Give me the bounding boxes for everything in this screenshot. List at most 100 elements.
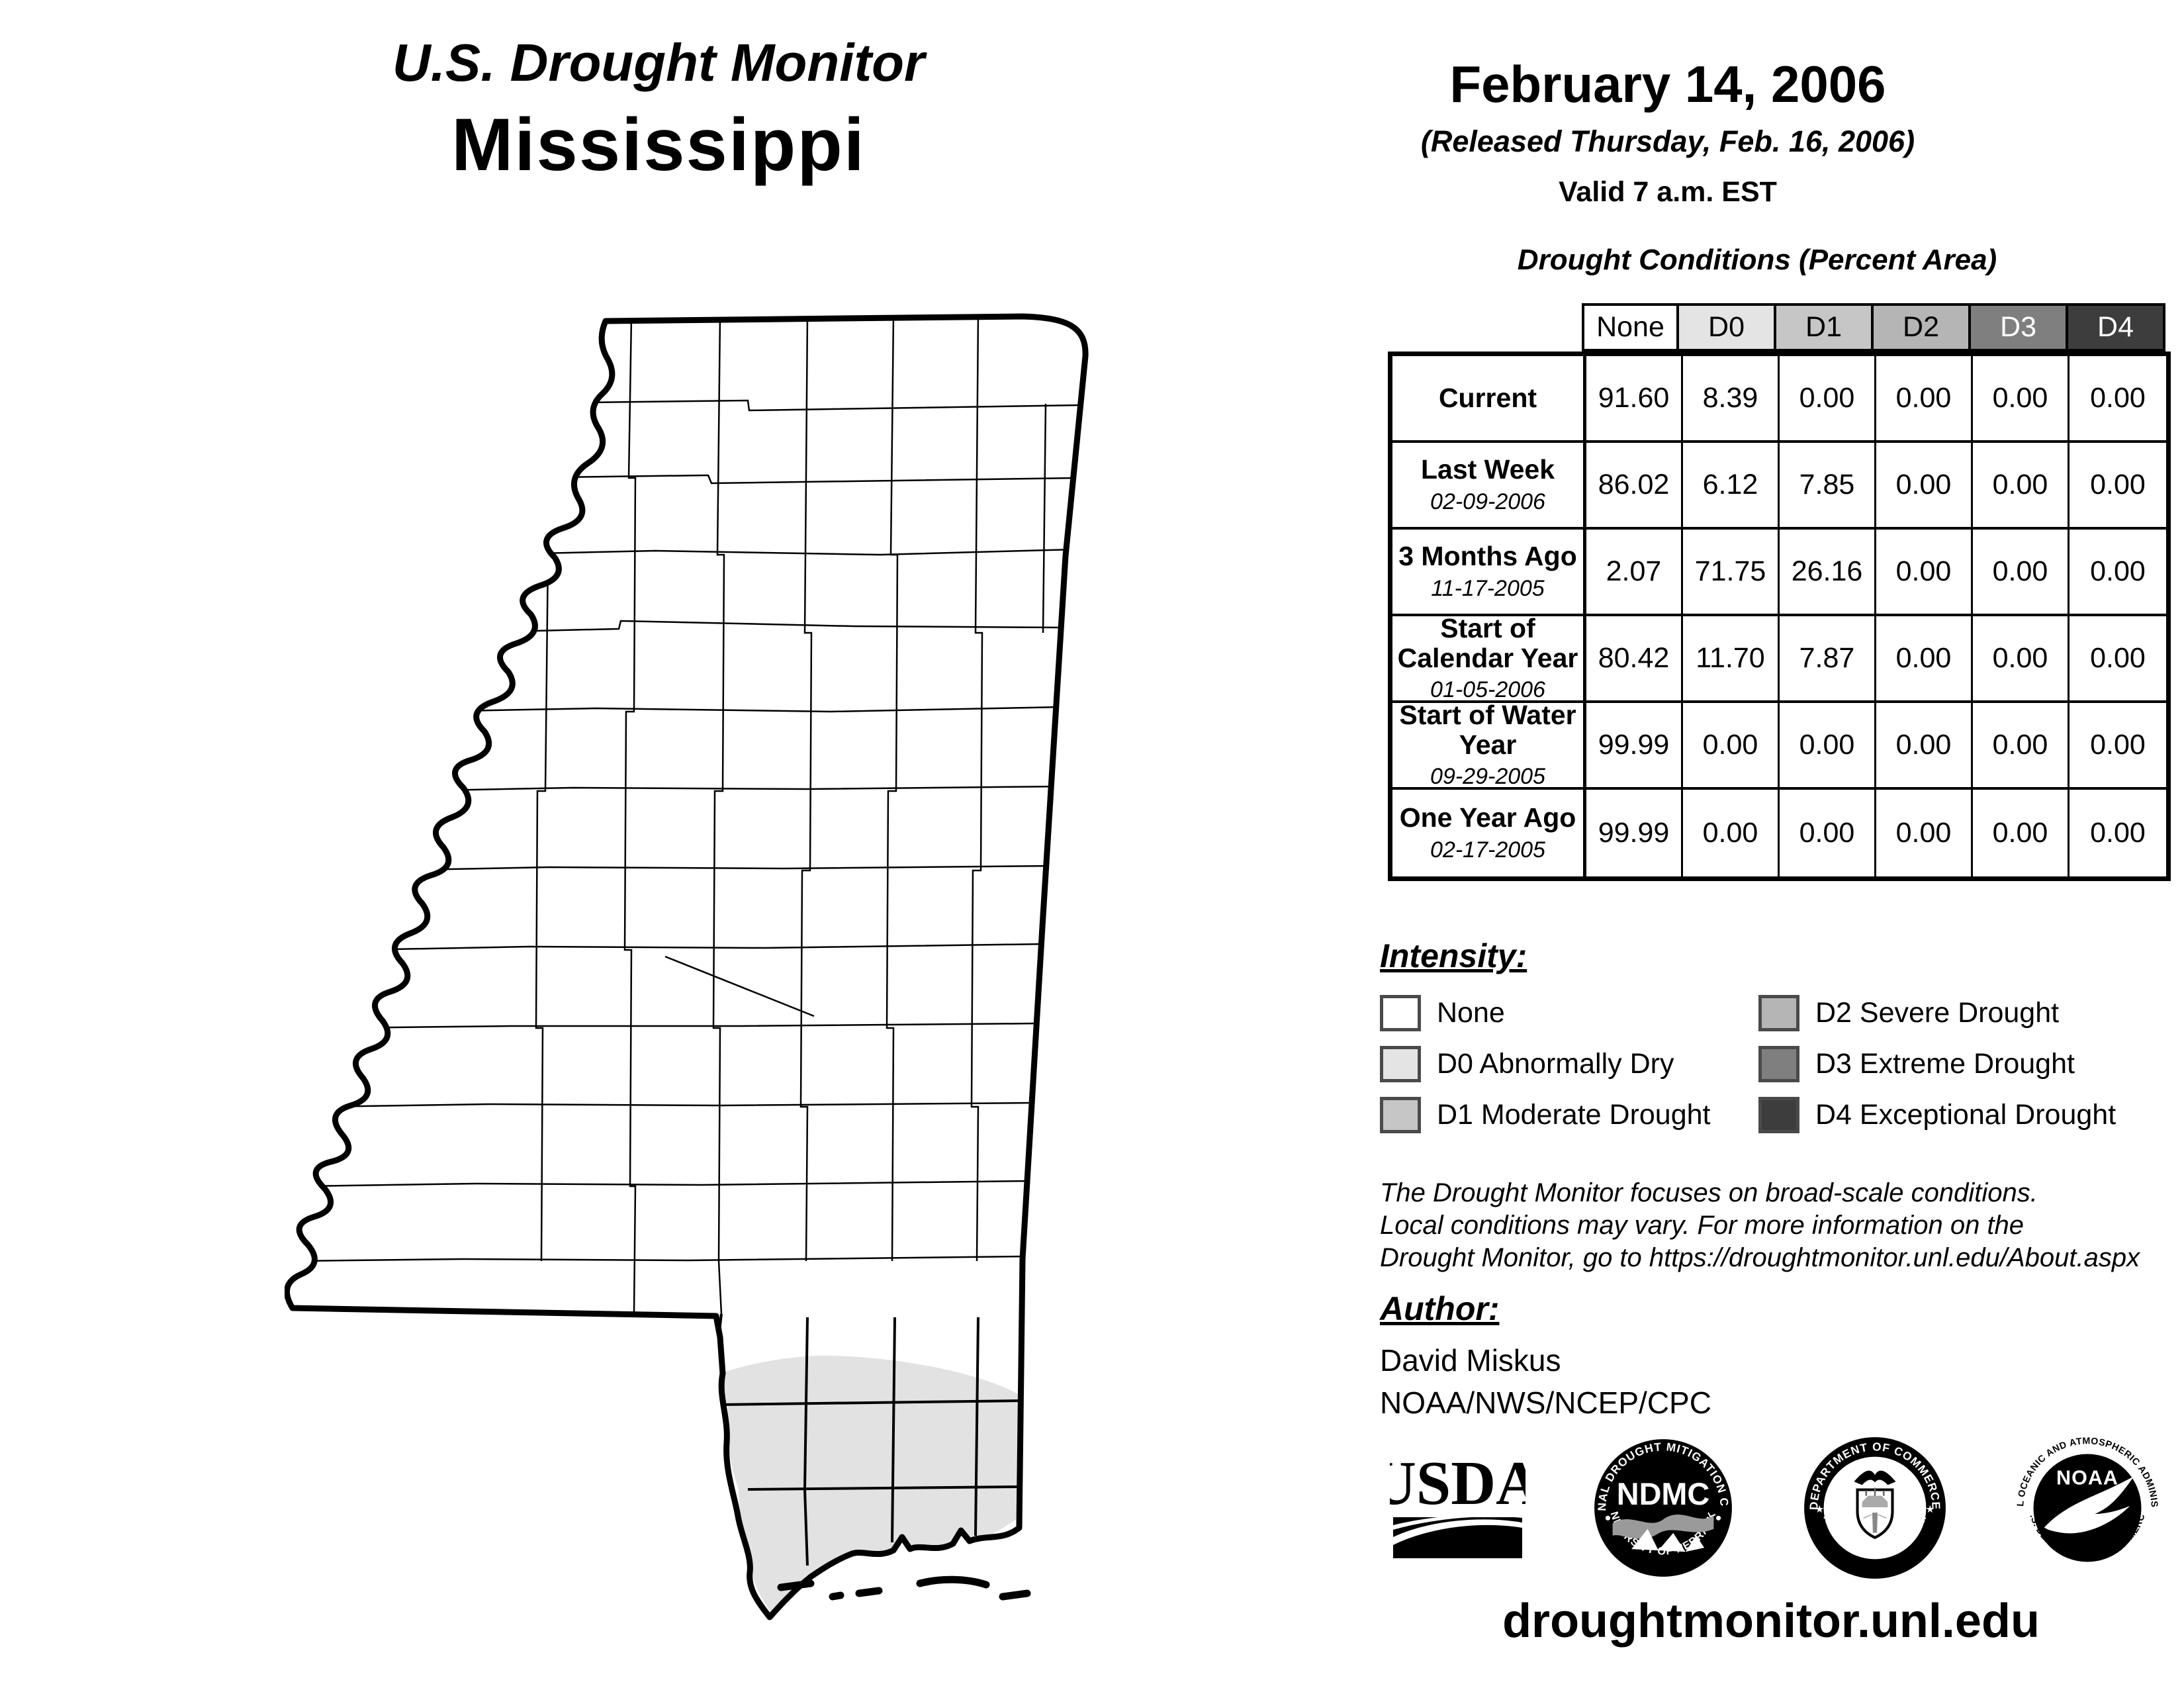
noaa-bird (2044, 1476, 2134, 1534)
table-cell: 0.00 (1973, 443, 2070, 530)
table-row: Current (1392, 356, 1586, 443)
table-cell: 0.00 (1973, 530, 2070, 616)
legend-label: D1 Moderate Drought (1437, 1099, 1711, 1131)
row-label: Current (1438, 382, 1537, 413)
legend-item-d0: D0 Abnormally Dry (1380, 1039, 1758, 1090)
author-name: David Miskus (1380, 1343, 1561, 1378)
row-date: 02-09-2006 (1430, 489, 1545, 514)
southern-county-boundaries (717, 1313, 1021, 1566)
legend-item-d3: D3 Extreme Drought (1758, 1039, 2116, 1090)
table-cell: 71.75 (1683, 530, 1780, 616)
ndmc-wordmark: NDMC (1617, 1477, 1710, 1511)
legend-item-none: None (1380, 988, 1758, 1039)
table-row: Start of Calendar Year 01-05-2006 (1392, 613, 1586, 703)
d2-swatch (1758, 995, 1799, 1031)
doc-eagle (1854, 1470, 1896, 1485)
legend-label: D4 Exceptional Drought (1815, 1099, 2116, 1131)
none-swatch (1380, 995, 1421, 1031)
table-cell: 0.00 (1973, 356, 2070, 443)
legend-label: D2 Severe Drought (1815, 997, 2060, 1029)
barrier-islands (777, 1575, 1031, 1601)
table-cell: 99.99 (1586, 790, 1683, 876)
table-cell: 0.00 (2070, 356, 2166, 443)
table-header-row: None D0 D1 D2 D3 D4 (1582, 303, 2171, 352)
table-cell: 99.99 (1586, 703, 1683, 790)
author-heading: Author: (1380, 1290, 1500, 1327)
agency-logo-row: USDA NATIONAL DROUGHT MITIGATION CENTER … (1390, 1429, 2161, 1587)
state-name-title: Mississippi (451, 103, 866, 186)
legend-label: D3 Extreme Drought (1815, 1048, 2075, 1080)
released-date: (Released Thursday, Feb. 16, 2006) (1420, 124, 1915, 158)
table-cell: 0.00 (1780, 790, 1876, 876)
col-header-d0: D0 (1679, 303, 1776, 352)
report-date: February 14, 2006 (1449, 55, 1886, 113)
site-url: droughtmonitor.unl.edu (1502, 1595, 2040, 1648)
row-label: One Year Ago (1399, 802, 1576, 833)
table-row: 3 Months Ago 11-17-2005 (1392, 530, 1586, 616)
col-header-d3: D3 (1971, 303, 2068, 352)
table-cell: 0.00 (1876, 790, 1973, 876)
table-cell: 0.00 (1683, 790, 1780, 876)
table-cell: 26.16 (1780, 530, 1876, 616)
date-header-block: February 14, 2006 (Released Thursday, Fe… (1310, 58, 2025, 209)
table-cell: 6.12 (1683, 443, 1780, 530)
table-cell: 0.00 (1876, 356, 1973, 443)
table-cell: 0.00 (1780, 356, 1876, 443)
disclaimer-line: The Drought Monitor focuses on broad-sca… (1380, 1178, 2038, 1207)
table-cell: 0.00 (1683, 703, 1780, 790)
mississippi-map-svg (285, 305, 1112, 1622)
usda-wordmark: USDA (1390, 1454, 1525, 1518)
row-label: 3 Months Ago (1398, 541, 1577, 572)
row-date: 11-17-2005 (1431, 575, 1545, 601)
legend-label: None (1437, 997, 1505, 1029)
page-title: U.S. Drought Monitor (392, 33, 925, 92)
row-label: Start of Water Year (1399, 699, 1576, 760)
table-title: Drought Conditions (Percent Area) (1517, 244, 1997, 276)
table-cell: 0.00 (1973, 616, 2070, 703)
table-cell: 86.02 (1586, 443, 1683, 530)
table-cell: 11.70 (1683, 616, 1780, 703)
table-cell: 0.00 (2070, 616, 2166, 703)
table-cell: 0.00 (2070, 443, 2166, 530)
doc-star-right: ★ (1925, 1504, 1934, 1515)
table-row: One Year Ago 02-17-2005 (1392, 790, 1586, 876)
drought-conditions-table: None D0 D1 D2 D3 D4 Current 91.60 8.39 0… (1388, 303, 2171, 881)
table-cell: 91.60 (1586, 356, 1683, 443)
table-cell: 0.00 (1876, 703, 1973, 790)
doc-star-left: ★ (1815, 1504, 1824, 1515)
table-cell: 0.00 (1780, 703, 1876, 790)
state-drought-map (285, 305, 1112, 1622)
legend-item-d1: D1 Moderate Drought (1380, 1090, 1758, 1141)
report-title-block: U.S. Drought Monitor Mississippi (218, 36, 1099, 182)
disclaimer-line: Local conditions may vary. For more info… (1380, 1211, 2025, 1240)
row-date: 02-17-2005 (1430, 837, 1545, 863)
disclaimer-line: Drought Monitor, go to https://droughtmo… (1380, 1243, 2140, 1272)
noaa-wordmark: NOAA (2056, 1466, 2118, 1489)
table-cell: 0.00 (2070, 530, 2166, 616)
col-header-d2: D2 (1874, 303, 1971, 352)
table-row: Last Week 02-09-2006 (1392, 443, 1586, 530)
row-date: 01-05-2006 (1430, 677, 1545, 703)
table-cell: 7.85 (1780, 443, 1876, 530)
legend-item-d4: D4 Exceptional Drought (1758, 1090, 2116, 1141)
d1-swatch (1380, 1097, 1421, 1133)
table-cell: 0.00 (1973, 703, 2070, 790)
table-cell: 0.00 (1876, 616, 1973, 703)
noaa-logo: NATIONAL OCEANIC AND ATMOSPHERIC ADMINIS… (2014, 1434, 2159, 1562)
col-header-d1: D1 (1776, 303, 1874, 352)
table-cell: 8.39 (1683, 356, 1780, 443)
legend-item-d2: D2 Severe Drought (1758, 988, 2116, 1039)
table-row: Start of Water Year 09-29-2005 (1392, 699, 1586, 790)
usda-logo: USDA (1390, 1454, 1525, 1558)
valid-time: Valid 7 a.m. EST (1559, 176, 1777, 208)
ndmc-logo: NATIONAL DROUGHT MITIGATION CENTER UNIVE… (1591, 1436, 1733, 1577)
table-cell: 0.00 (2090, 817, 2146, 849)
col-header-none: None (1582, 303, 1679, 352)
d0-swatch (1380, 1046, 1421, 1082)
table-body: Current 91.60 8.39 0.00 0.00 0.00 0.00 L… (1388, 352, 2171, 881)
d4-swatch (1758, 1097, 1799, 1133)
intensity-legend: None D0 Abnormally Dry D1 Moderate Droug… (1380, 988, 2116, 1141)
table-cell: 80.42 (1586, 616, 1683, 703)
table-cell: 0.00 (1973, 790, 2070, 876)
author-organization: NOAA/NWS/NCEP/CPC (1380, 1385, 1711, 1420)
